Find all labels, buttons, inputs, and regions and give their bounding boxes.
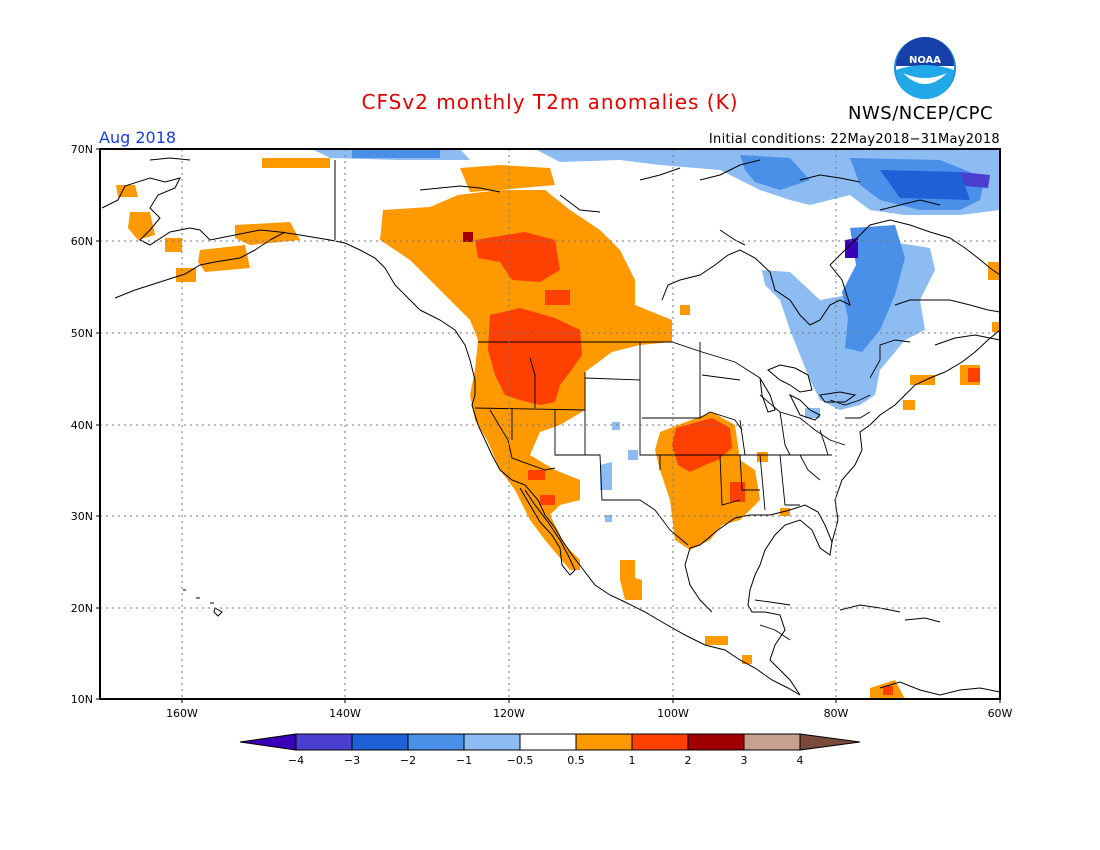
political-boundaries (474, 339, 911, 641)
lon-label: 60W (988, 707, 1013, 720)
lon-label: 80W (824, 707, 849, 720)
colorbar-label: −2 (400, 754, 416, 767)
logo-label: NOAA (909, 55, 941, 66)
warm-region-arctic (262, 158, 330, 168)
lat-label: 70N (71, 143, 93, 156)
lat-label: 20N (71, 602, 93, 615)
lon-label: 100W (657, 707, 689, 720)
hot-region-carib (883, 686, 893, 695)
warm-region-ne-1 (910, 375, 935, 385)
warm-region-mexico (620, 560, 642, 600)
hot-region-canada (475, 232, 560, 282)
lon-labels: 160W 140W 120W 100W 80W 60W (166, 707, 1012, 720)
lat-labels: 70N 60N 50N 40N 30N 20N 10N (71, 143, 93, 706)
coastlines (101, 157, 1001, 696)
colorbar-cell (519, 733, 577, 751)
hot-region-northwest (488, 308, 582, 405)
cool-region-arctic-2 (352, 149, 440, 158)
lon-label: 120W (493, 707, 525, 720)
map-frame (99, 148, 1001, 700)
colorbar: −4 −3 −2 −1 −0.5 0.5 1 2 3 4 (239, 733, 861, 767)
colorbar-cell (407, 733, 465, 751)
colorbar-label: 0.5 (567, 754, 585, 767)
hot-region-sw-2 (540, 495, 555, 505)
warm-region-central-am (705, 636, 728, 645)
initial-conditions: Initial conditions: 22May2018−31May2018 (708, 132, 1000, 147)
warm-region-east-2 (992, 322, 1000, 332)
colorbar-label: 3 (741, 754, 748, 767)
cool-region-arctic-7 (960, 172, 990, 188)
colorbar-label: −0.5 (507, 754, 534, 767)
cool-region-plains-3 (628, 450, 638, 460)
colorbar-cell (575, 733, 633, 751)
warm-region-se (780, 508, 790, 516)
lon-label: 160W (166, 707, 198, 720)
graticule (100, 149, 1000, 699)
warm-region-se-2 (757, 452, 768, 462)
colorbar-label: 1 (629, 754, 636, 767)
warm-region-alaska-4 (198, 245, 250, 272)
hot-region-plains (672, 418, 732, 472)
colorbar-cell (295, 733, 353, 751)
cool-region-greatlakes (805, 408, 820, 418)
warm-region-ne-3 (903, 400, 915, 410)
hot-region-gulf (730, 482, 745, 502)
map-area: 70N 60N 50N 40N 30N 20N 10N 160W 140W 12… (71, 143, 1013, 720)
warm-region-alaska-2 (128, 212, 155, 240)
lat-label: 40N (71, 419, 93, 432)
lon-label: 140W (329, 707, 361, 720)
colorbar-cell (743, 733, 801, 751)
cool-region-quebec-deep (845, 238, 858, 258)
colorbar-labels: −4 −3 −2 −1 −0.5 0.5 1 2 3 4 (288, 754, 804, 767)
hot-region-canada-2 (545, 290, 570, 305)
lat-label: 30N (71, 510, 93, 523)
colorbar-label: −4 (288, 754, 304, 767)
valid-month: Aug 2018 (99, 128, 177, 147)
hot-region-ne (968, 368, 980, 382)
colorbar-label: −1 (456, 754, 472, 767)
lat-label: 60N (71, 235, 93, 248)
chart-title: CFSv2 monthly T2m anomalies (K) (361, 90, 739, 114)
colorbar-label: −3 (344, 754, 360, 767)
anomaly-shading (116, 149, 1000, 699)
colorbar-label: 2 (685, 754, 692, 767)
warm-region-hudson (680, 305, 690, 315)
cool-region-plains-2 (600, 462, 612, 490)
cool-region-arctic-6 (880, 170, 970, 200)
lat-label: 10N (71, 693, 93, 706)
lat-label: 50N (71, 327, 93, 340)
cool-region-plains-4 (605, 515, 612, 522)
colorbar-cell (687, 733, 745, 751)
darkred-spot (463, 232, 473, 242)
colorbar-cell (463, 733, 521, 751)
agency-label: NWS/NCEP/CPC (848, 103, 994, 124)
warm-region-alaska-3 (165, 238, 182, 252)
colorbar-cell (799, 733, 861, 751)
noaa-logo: NOAA (894, 37, 956, 99)
warm-region-alaska-5 (235, 222, 300, 245)
warm-region-alaska-1 (116, 185, 138, 197)
colorbar-cell (631, 733, 689, 751)
warm-region-central-am-2 (742, 655, 752, 664)
colorbar-label: 4 (797, 754, 804, 767)
colorbar-cell (239, 733, 297, 751)
warm-region-alaska-6 (176, 268, 196, 282)
cool-region-arctic-4 (740, 155, 810, 190)
cool-region-plains-1 (612, 422, 620, 430)
hot-region-southwest (528, 470, 545, 480)
warm-region-north (460, 165, 555, 192)
colorbar-cell (351, 733, 409, 751)
